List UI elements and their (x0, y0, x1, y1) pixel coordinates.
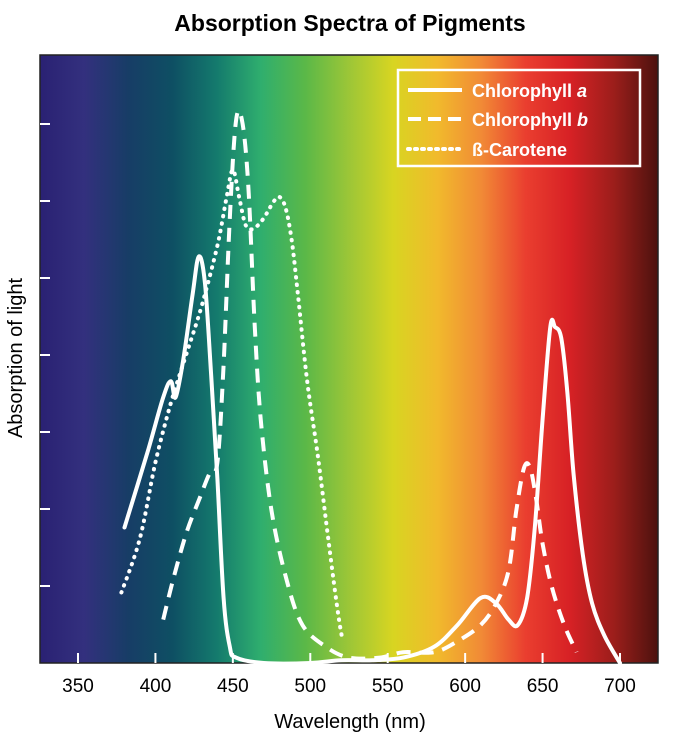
x-tick-label: 450 (217, 676, 249, 697)
x-tick-label: 550 (372, 676, 404, 697)
x-tick-label: 600 (449, 676, 481, 697)
y-axis-label: Absorption of light (5, 278, 27, 439)
legend-label-chl-b: Chlorophyll b (472, 110, 588, 130)
legend-label-chl-a-name: Chlorophyll (472, 81, 572, 101)
x-axis-label: Wavelength (nm) (274, 711, 426, 733)
plot-background (40, 55, 658, 663)
legend-label-chl-a: Chlorophyll a (472, 81, 587, 101)
chart-title: Absorption Spectra of Pigments (174, 10, 525, 36)
beta-carotene-line (119, 167, 345, 644)
chlorophyll-a-line (122, 254, 622, 666)
legend-label-chl-b-suffix: b (577, 110, 588, 130)
x-tick-label: 650 (527, 676, 559, 697)
legend-box (396, 68, 642, 168)
x-tick-label: 500 (294, 676, 326, 697)
legend-label-chl-a-suffix: a (577, 81, 587, 101)
chlorophyll-b-line (161, 108, 579, 661)
legend: Chlorophyll a Chlorophyll b ß-Carotene (396, 68, 642, 168)
legend-label-carotene: ß-Carotene (472, 140, 567, 160)
x-tick-label: 700 (604, 676, 636, 697)
y-axis-ticks (40, 123, 50, 587)
series-lines (119, 108, 622, 666)
x-tick-label: 350 (62, 676, 94, 697)
legend-label-chl-b-name: Chlorophyll (472, 110, 572, 130)
plot-frame (39, 54, 659, 664)
x-tick-label: 400 (140, 676, 172, 697)
